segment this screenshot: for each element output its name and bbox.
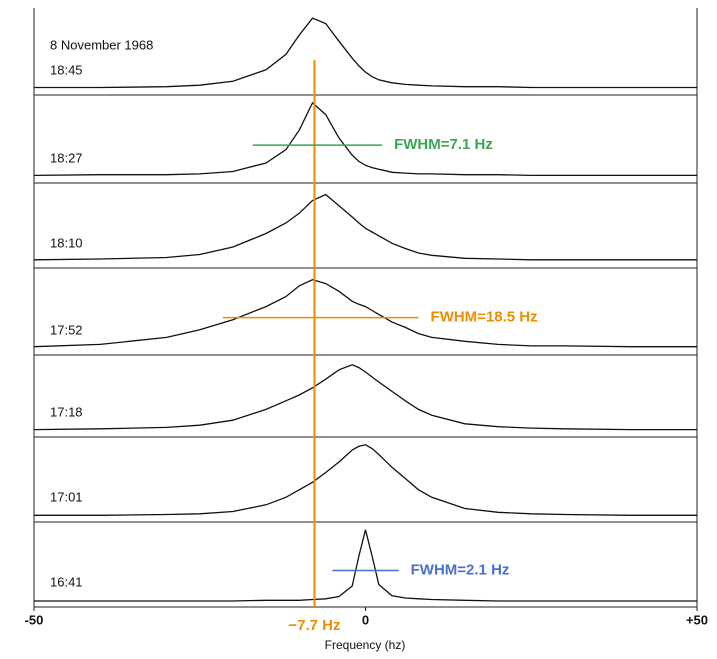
spectrum-line <box>34 17 697 89</box>
panel-time-label: 18:45 <box>50 62 83 77</box>
spectrum-line <box>33 101 697 177</box>
x-tick-label: -50 <box>25 612 44 627</box>
panel-time-label: 17:18 <box>50 404 83 419</box>
x-axis-label: Frequency (hz) <box>325 638 406 652</box>
fwhm-label: FWHM=7.1 Hz <box>394 136 493 153</box>
panel-time-label: 16:41 <box>50 574 83 589</box>
spectrum-line <box>34 529 697 602</box>
panel-time-label: 18:10 <box>50 235 83 250</box>
marker-label: −7.7 Hz <box>288 617 340 634</box>
spectrum-line <box>33 193 697 261</box>
spectrum-line <box>33 364 697 431</box>
spectrum-line <box>33 279 697 348</box>
x-tick-label: +50 <box>686 612 708 627</box>
panel-time-label: 17:01 <box>50 489 83 504</box>
panel-time-label: 18:27 <box>50 150 83 165</box>
date-label: 8 November 1968 <box>50 37 153 52</box>
x-tick-label: 0 <box>362 612 369 627</box>
fwhm-label: FWHM=2.1 Hz <box>411 561 510 578</box>
panel-time-label: 17:52 <box>50 322 83 337</box>
fwhm-label: FWHM=18.5 Hz <box>431 309 538 326</box>
spectrum-line <box>34 444 697 516</box>
